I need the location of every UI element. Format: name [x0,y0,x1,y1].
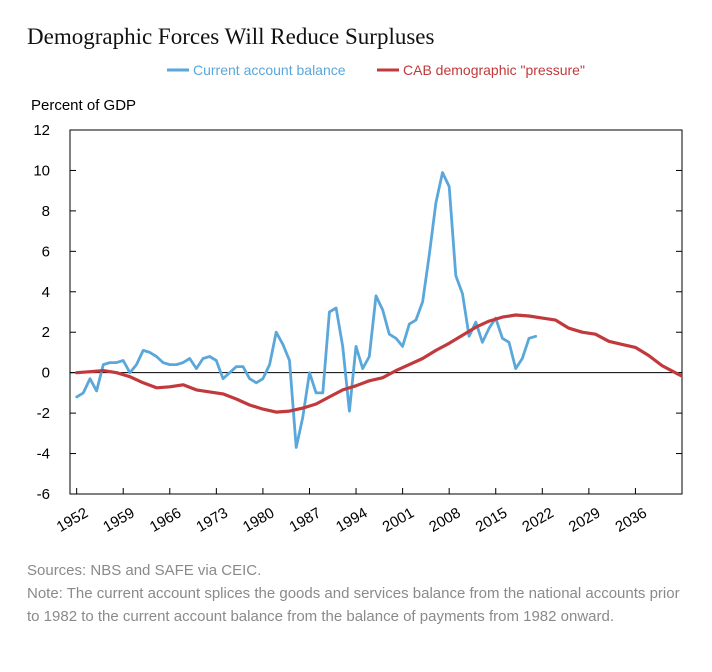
y-tick-label: 12 [33,122,50,139]
x-tick-label: 2008 [426,504,463,535]
y-tick-label: 4 [42,284,50,301]
x-tick-label: 2029 [566,504,603,535]
y-tick-label: -6 [37,486,50,503]
x-tick-label: 1952 [54,504,91,535]
chart-title: Demographic Forces Will Reduce Surpluses [27,24,435,49]
line-chart: Current account balance CAB demographic "… [33,62,683,536]
legend-label: CAB demographic "pressure" [403,62,585,78]
y-tick-label: 8 [42,203,50,220]
y-tick-label: 0 [42,365,50,382]
y-tick-label: -4 [37,446,50,463]
x-tick-label: 2022 [519,504,556,535]
y-tick-label: 6 [42,243,50,260]
x-tick-label: 2036 [612,504,649,535]
x-tick-label: 2001 [380,504,417,535]
x-tick-label: 1994 [333,504,370,535]
x-tick-label: 2015 [473,504,510,535]
series-line-demographic-pressure [75,313,682,414]
x-tick-label: 1966 [147,504,184,535]
x-tick-label: 1973 [193,504,230,535]
plot-frame [69,129,683,495]
x-tick-label: 1980 [240,504,277,535]
y-tick-label: 10 [33,162,50,179]
x-tick-label: 1987 [287,504,324,535]
legend-label: Current account balance [193,62,346,78]
legend: Current account balance CAB demographic "… [167,62,585,78]
sources-text: Sources: NBS and SAFE via CEIC. [27,562,262,579]
y-tick-label: 2 [42,324,50,341]
note-text: Note: The current account splices the go… [27,585,680,625]
series-line-current-account [75,171,538,449]
chart-footer: Sources: NBS and SAFE via CEIC. Note: Th… [27,559,687,628]
y-axis-label: Percent of GDP [31,97,137,114]
y-tick-label: -2 [37,405,50,422]
x-tick-label: 1959 [100,504,137,535]
